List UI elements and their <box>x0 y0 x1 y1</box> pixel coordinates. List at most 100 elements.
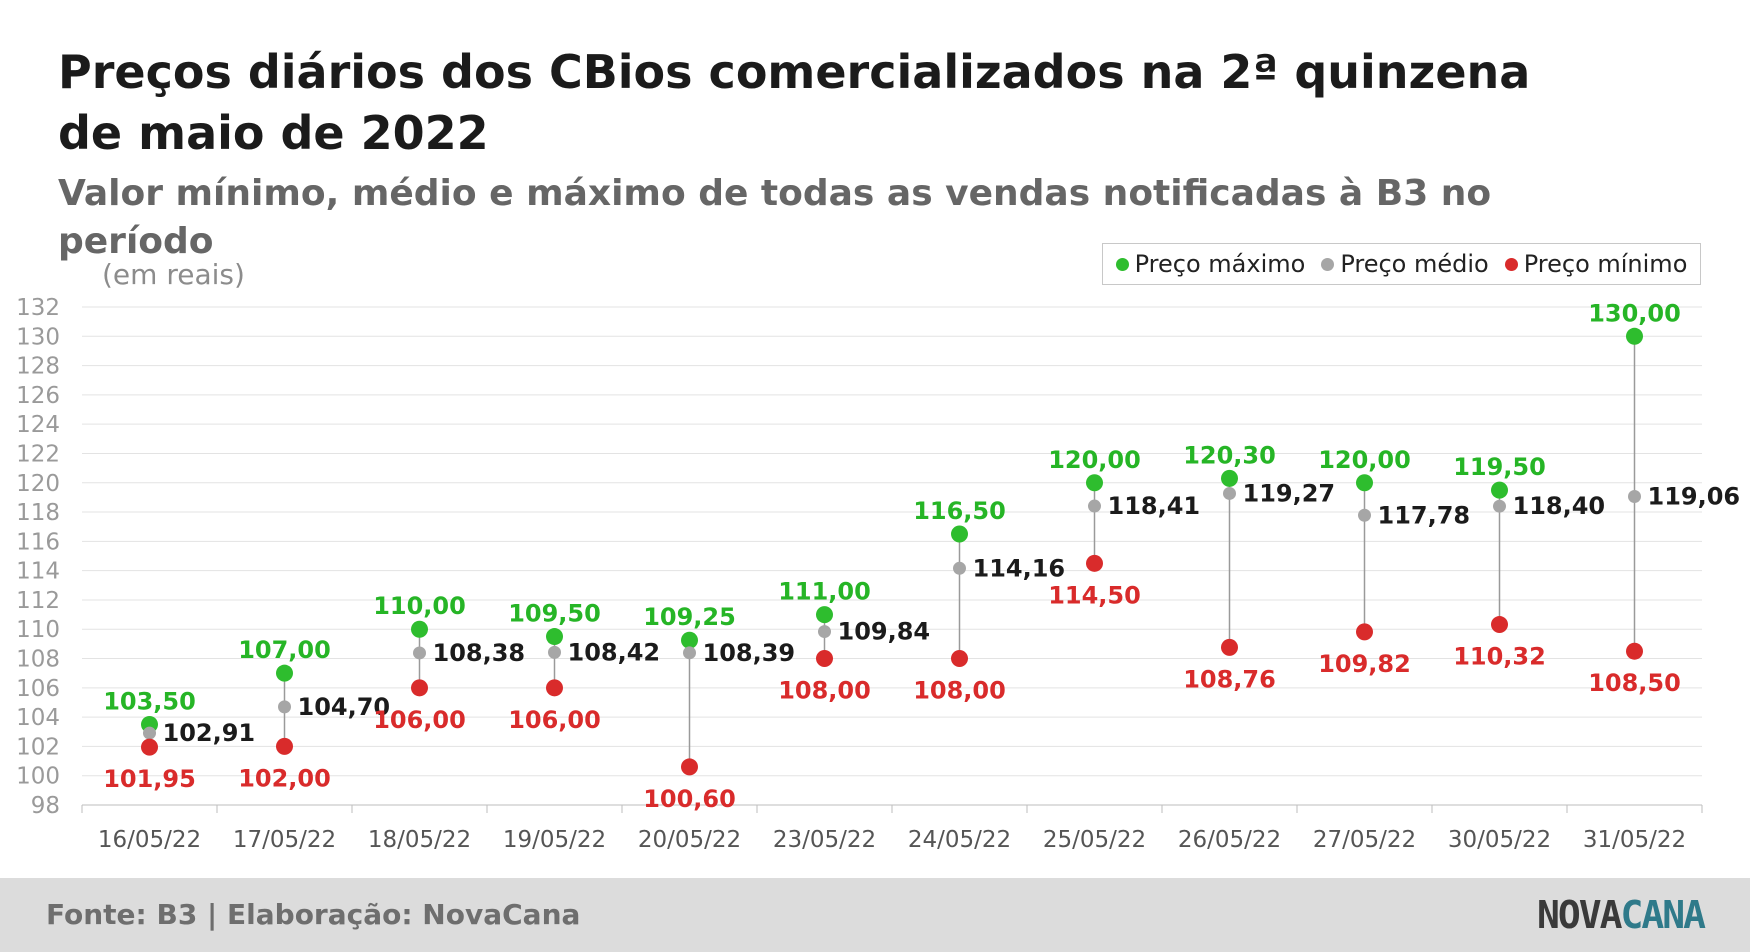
min-point <box>1491 616 1508 634</box>
y-tick-label: 124 <box>16 412 60 438</box>
max-point <box>1491 481 1508 499</box>
avg-point <box>1223 486 1236 500</box>
max-data-label: 103,50 <box>103 687 196 715</box>
y-tick-label: 108 <box>16 647 60 673</box>
max-data-label: 116,50 <box>913 497 1006 525</box>
avg-data-label: 118,41 <box>1108 492 1201 520</box>
min-point <box>681 758 698 776</box>
x-tick-label: 17/05/22 <box>233 827 336 853</box>
avg-point <box>1088 499 1101 513</box>
min-point <box>141 738 158 756</box>
avg-data-label: 108,39 <box>703 639 796 667</box>
y-tick-label: 122 <box>16 441 60 467</box>
avg-data-label: 117,78 <box>1378 501 1471 529</box>
min-point <box>816 650 833 668</box>
max-point <box>1356 474 1373 492</box>
min-data-label: 102,00 <box>238 764 331 792</box>
x-tick-label: 31/05/22 <box>1583 827 1686 853</box>
min-data-label: 106,00 <box>508 706 601 734</box>
min-point <box>1626 642 1643 660</box>
max-data-label: 109,50 <box>508 600 601 628</box>
avg-data-label: 114,16 <box>973 554 1066 582</box>
y-tick-label: 126 <box>16 383 60 409</box>
avg-data-label: 118,40 <box>1513 492 1606 520</box>
avg-point <box>1628 490 1641 504</box>
max-point <box>681 631 698 649</box>
chart-plot: 98 100 102 104 106 108 110 112 114 116 118 120 122 12… <box>16 295 1741 853</box>
max-point <box>816 606 833 624</box>
min-point <box>546 679 563 697</box>
legend-label-max: Preço máximo <box>1134 250 1306 278</box>
avg-data-label: 119,06 <box>1648 483 1741 511</box>
x-tick-label: 20/05/22 <box>638 827 741 853</box>
max-data-label: 120,30 <box>1183 441 1276 469</box>
avg-data-label: 108,38 <box>433 639 526 667</box>
max-data-label: 119,50 <box>1453 453 1546 481</box>
x-tick-label: 16/05/22 <box>98 827 201 853</box>
chart-subtitle: Valor mínimo, médio e máximo de todas as… <box>58 173 1492 262</box>
y-tick-label: 102 <box>16 734 60 760</box>
y-tick-label: 110 <box>16 617 60 643</box>
legend-item-avg: Preço médio <box>1321 250 1489 278</box>
min-data-label: 114,50 <box>1048 581 1141 609</box>
legend-dot-avg <box>1321 257 1335 271</box>
min-data-label: 108,76 <box>1183 665 1276 693</box>
min-data-label: 109,82 <box>1318 650 1411 678</box>
brand-logo-part1: NOVA <box>1536 893 1623 937</box>
avg-point <box>953 561 966 575</box>
min-point <box>1221 638 1238 656</box>
avg-data-label: 104,70 <box>298 693 391 721</box>
avg-point <box>818 625 831 639</box>
y-tick-label: 132 <box>16 295 60 321</box>
x-tick-label: 24/05/22 <box>908 827 1011 853</box>
max-data-label: 120,00 <box>1318 446 1411 474</box>
min-data-label: 108,00 <box>913 677 1006 705</box>
y-tick-label: 118 <box>16 500 60 526</box>
x-tick-label: 26/05/22 <box>1178 827 1281 853</box>
max-data-label: 111,00 <box>778 578 871 606</box>
min-point <box>1356 623 1373 641</box>
legend-item-max: Preço máximo <box>1115 250 1306 278</box>
min-point <box>1086 554 1103 572</box>
max-data-label: 109,25 <box>643 603 736 631</box>
y-tick-label: 114 <box>16 559 60 585</box>
min-point <box>951 650 968 668</box>
avg-point <box>548 645 561 659</box>
avg-data-label: 109,84 <box>838 618 931 646</box>
max-data-label: 110,00 <box>373 592 466 620</box>
brand-logo: NOVACANA <box>1536 893 1706 937</box>
x-tick-label: 19/05/22 <box>503 827 606 853</box>
x-tick-label: 18/05/22 <box>368 827 471 853</box>
chart-legend: Preço máximo Preço médio Preço mínimo <box>1102 243 1701 285</box>
avg-point <box>1493 499 1506 513</box>
y-tick-label: 120 <box>16 471 60 497</box>
avg-point <box>1358 508 1371 522</box>
legend-dot-max <box>1115 257 1129 271</box>
avg-point <box>683 646 696 660</box>
min-data-label: 101,95 <box>103 765 196 793</box>
min-data-label: 106,00 <box>373 706 466 734</box>
unit-label: (em reais) <box>102 258 245 291</box>
min-point <box>411 679 428 697</box>
avg-data-label: 119,27 <box>1243 479 1336 507</box>
y-tick-label: 130 <box>16 324 60 350</box>
y-tick-label: 100 <box>16 764 60 790</box>
max-point <box>411 620 428 638</box>
max-point <box>1221 469 1238 487</box>
min-data-label: 108,00 <box>778 677 871 705</box>
avg-point <box>143 726 156 740</box>
avg-point <box>413 646 426 660</box>
chart-title: Preços diários dos CBios comercializados… <box>58 45 1531 160</box>
legend-item-min: Preço mínimo <box>1504 250 1687 278</box>
x-tick-label: 23/05/22 <box>773 827 876 853</box>
source-note: Fonte: B3 | Elaboração: NovaCana <box>46 898 581 931</box>
legend-label-avg: Preço médio <box>1340 250 1489 278</box>
max-data-label: 107,00 <box>238 636 331 664</box>
footer: Fonte: B3 | Elaboração: NovaCana NOVACAN… <box>0 878 1750 952</box>
avg-point <box>278 700 291 714</box>
y-tick-label: 112 <box>16 588 60 614</box>
max-data-label: 120,00 <box>1048 446 1141 474</box>
x-tick-label: 25/05/22 <box>1043 827 1146 853</box>
legend-dot-min <box>1504 257 1518 271</box>
